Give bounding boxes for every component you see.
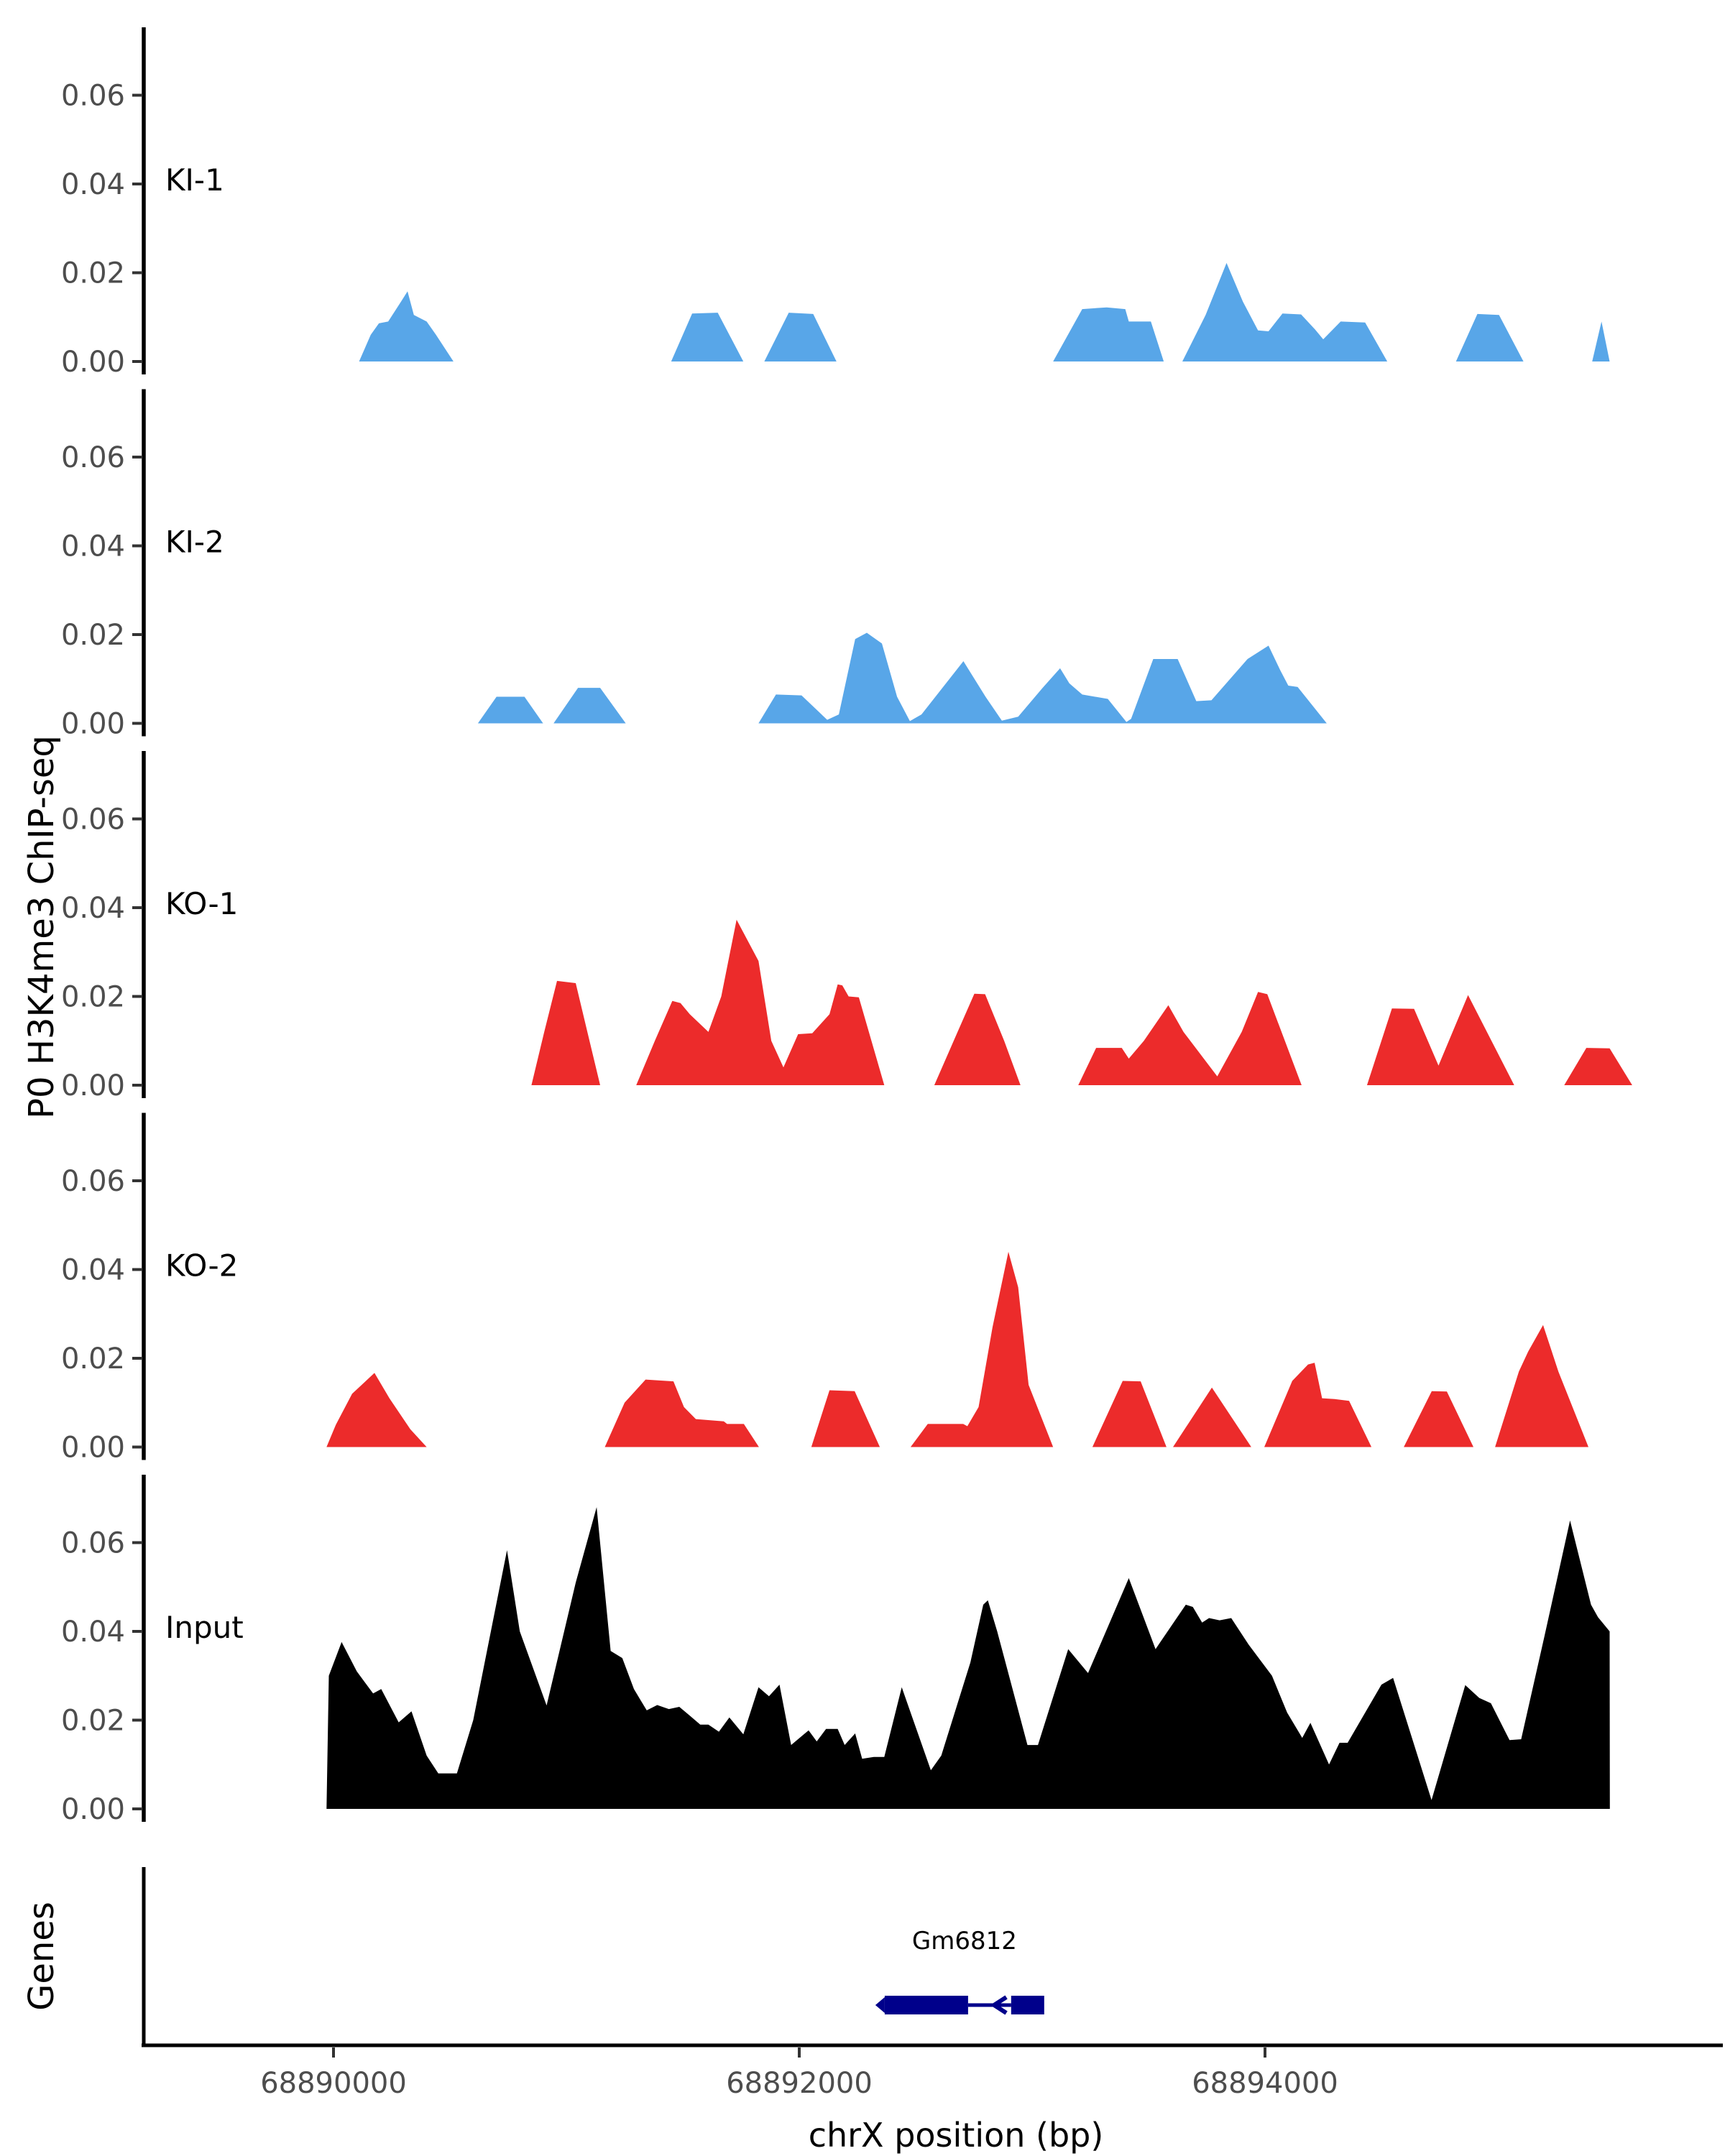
y-tick-label: 0.04	[61, 168, 125, 201]
gene-end-arrow-icon	[875, 1997, 885, 2013]
y-tick-label: 0.04	[61, 530, 125, 563]
x-axis-title: chrX position (bp)	[808, 2116, 1104, 2155]
y-tick-label: 0.00	[61, 1432, 125, 1465]
track-area-KI-1	[359, 262, 1610, 361]
y-tick-label: 0.02	[61, 981, 125, 1014]
y-tick-label: 0.06	[61, 1527, 125, 1560]
gene-strand-arrow-icon	[990, 1995, 1008, 2015]
y-tick-label: 0.00	[61, 708, 125, 741]
x-tick-label: 68890000	[260, 2067, 407, 2100]
y-tick-label: 0.04	[61, 1254, 125, 1287]
gene-exon	[1011, 1996, 1044, 2014]
y-tick-label: 0.02	[61, 257, 125, 290]
gene-exon	[884, 1996, 968, 2014]
track-area-KI-2	[477, 632, 1327, 724]
y-tick-label: 0.00	[61, 1793, 125, 1826]
y-tick-label: 0.06	[61, 80, 125, 113]
y-tick-label: 0.02	[61, 1342, 125, 1376]
x-tick-label: 68892000	[726, 2067, 873, 2100]
y-axis-title: P0 H3K4me3 ChIP-seq	[22, 735, 62, 1119]
track-label-KO-2: KO-2	[165, 1248, 238, 1284]
gene-label: Gm6812	[912, 1927, 1017, 1955]
genes-panel-title: Genes	[22, 1902, 62, 2011]
y-tick-label: 0.00	[61, 1069, 125, 1102]
x-tick-label: 68894000	[1192, 2067, 1338, 2100]
track-label-KI-1: KI-1	[165, 162, 224, 198]
y-tick-label: 0.06	[61, 441, 125, 474]
y-tick-label: 0.06	[61, 1165, 125, 1198]
y-tick-label: 0.06	[61, 803, 125, 837]
y-tick-label: 0.02	[61, 619, 125, 652]
y-tick-label: 0.02	[61, 1705, 125, 1738]
track-area-KO-1	[531, 919, 1632, 1085]
y-tick-label: 0.00	[61, 346, 125, 379]
y-tick-label: 0.04	[61, 892, 125, 925]
track-area-KO-2	[326, 1251, 1588, 1447]
y-tick-label: 0.04	[61, 1616, 125, 1649]
track-label-KO-1: KO-1	[165, 886, 238, 921]
track-label-Input: Input	[165, 1610, 244, 1645]
track-area-Input	[326, 1507, 1610, 1809]
track-label-KI-2: KI-2	[165, 525, 224, 560]
